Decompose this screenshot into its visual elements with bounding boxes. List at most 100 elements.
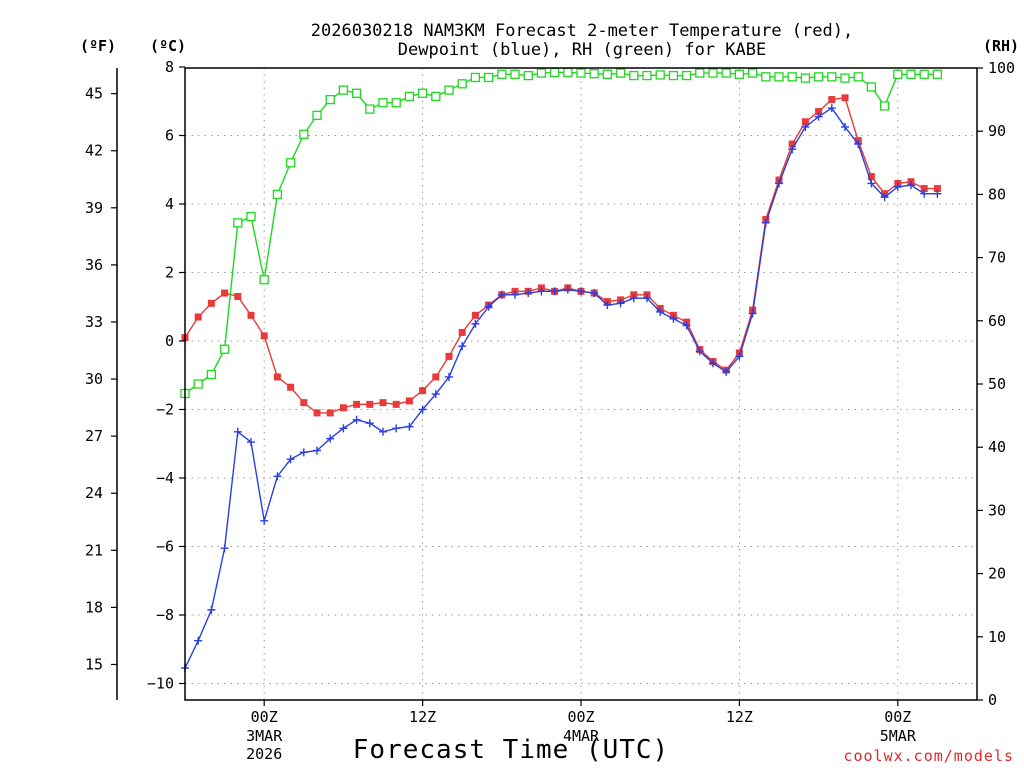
rh-point bbox=[404, 91, 415, 102]
rh-point bbox=[932, 69, 943, 79]
rh-tick-label: 100 bbox=[988, 59, 1015, 77]
series-line-dewpoint bbox=[184, 107, 938, 669]
rh-point bbox=[721, 68, 731, 78]
dewpoint-point bbox=[933, 189, 942, 198]
rh-point bbox=[272, 189, 283, 200]
rh-point bbox=[338, 85, 349, 95]
temperature-point bbox=[432, 373, 440, 381]
celsius-tick-label: 8 bbox=[165, 58, 174, 76]
rh-unit-label: (RH) bbox=[983, 37, 1019, 55]
dewpoint-point bbox=[445, 372, 453, 381]
rh-point bbox=[919, 69, 929, 79]
dewpoint-point bbox=[286, 455, 295, 464]
rh-point bbox=[813, 72, 824, 82]
fahrenheit-tick-label: 18 bbox=[85, 598, 103, 616]
series-line-rh bbox=[184, 71, 938, 395]
rh-tick-label: 80 bbox=[988, 185, 1006, 203]
series-dewpoint bbox=[181, 104, 942, 673]
temperature-point bbox=[234, 292, 242, 300]
rh-point bbox=[206, 369, 217, 380]
rh-point bbox=[325, 94, 335, 105]
dewpoint-point bbox=[458, 342, 467, 351]
rh-point bbox=[866, 82, 877, 92]
rh-tick-label: 10 bbox=[988, 628, 1006, 646]
rh-point bbox=[642, 70, 652, 81]
temperature-point bbox=[194, 313, 202, 321]
plot-frame bbox=[184, 67, 978, 701]
fahrenheit-tick-label: 33 bbox=[85, 313, 103, 331]
rh-tick-label: 60 bbox=[988, 312, 1006, 330]
dewpoint-point bbox=[893, 182, 902, 191]
dewpoint-point bbox=[484, 302, 493, 311]
rh-point bbox=[510, 69, 520, 79]
rh-tick-label: 20 bbox=[988, 565, 1006, 583]
temperature-point bbox=[273, 373, 281, 381]
temperature-point bbox=[339, 404, 347, 412]
dewpoint-point bbox=[511, 290, 519, 299]
dewpoint-point bbox=[220, 544, 229, 553]
celsius-tick-label: 4 bbox=[165, 195, 174, 213]
rh-point bbox=[378, 98, 388, 108]
dewpoint-point bbox=[814, 112, 823, 121]
dewpoint-point bbox=[854, 140, 863, 149]
dewpoint-point bbox=[497, 290, 506, 299]
rh-point bbox=[299, 129, 309, 140]
dewpoint-point bbox=[867, 179, 876, 188]
rh-point bbox=[457, 79, 467, 89]
rh-point bbox=[219, 344, 230, 354]
rh-point bbox=[483, 72, 494, 83]
fahrenheit-unit-label: (ºF) bbox=[80, 37, 116, 55]
rh-point bbox=[668, 70, 679, 81]
celsius-tick-label: 6 bbox=[165, 127, 174, 145]
dewpoint-point bbox=[880, 193, 889, 202]
temperature-point bbox=[313, 409, 321, 417]
rh-point bbox=[444, 85, 454, 95]
dewpoint-point bbox=[722, 367, 731, 376]
rh-point bbox=[589, 69, 599, 79]
series-line-temperature bbox=[184, 97, 938, 414]
temperature-point bbox=[287, 383, 295, 391]
x-axis-title: Forecast Time (UTC) bbox=[353, 735, 669, 765]
celsius-tick-label: −4 bbox=[156, 469, 174, 487]
temperature-point bbox=[366, 400, 374, 408]
dewpoint-point bbox=[788, 145, 797, 154]
fahrenheit-tick-label: 39 bbox=[85, 199, 103, 217]
rh-point bbox=[681, 70, 692, 81]
dewpoint-point bbox=[603, 301, 612, 310]
dewpoint-point bbox=[616, 299, 625, 308]
rh-point bbox=[629, 70, 639, 81]
temperature-point bbox=[419, 387, 427, 395]
celsius-tick-label: −10 bbox=[147, 675, 174, 693]
temperature-point bbox=[392, 400, 400, 408]
fahrenheit-tick-label: 21 bbox=[85, 541, 103, 559]
dewpoint-point bbox=[194, 636, 203, 645]
series-rh bbox=[180, 67, 943, 399]
rh-point bbox=[417, 88, 428, 98]
dewpoint-point bbox=[643, 294, 651, 303]
rh-tick-label: 90 bbox=[988, 122, 1006, 140]
dewpoint-point bbox=[801, 122, 810, 131]
dewpoint-point bbox=[827, 104, 836, 113]
dewpoint-point bbox=[207, 605, 216, 614]
rh-point bbox=[695, 68, 705, 78]
rh-point bbox=[906, 69, 916, 79]
celsius-tick-label: −8 bbox=[156, 606, 174, 624]
x-tick-date-label: 3MAR bbox=[246, 727, 283, 745]
dewpoint-point bbox=[682, 321, 691, 330]
temperature-point bbox=[828, 96, 836, 104]
temperature-point bbox=[788, 140, 796, 148]
temperature-point bbox=[247, 311, 255, 319]
temperature-point bbox=[300, 399, 308, 407]
dewpoint-point bbox=[563, 285, 572, 294]
temperature-point bbox=[471, 311, 479, 319]
rh-point bbox=[233, 218, 243, 228]
fahrenheit-tick-label: 15 bbox=[85, 655, 103, 673]
fahrenheit-tick-label: 42 bbox=[85, 142, 103, 160]
dewpoint-point bbox=[339, 424, 348, 433]
temperature-point bbox=[405, 397, 413, 405]
fahrenheit-tick-label: 30 bbox=[85, 370, 103, 388]
rh-tick-label: 70 bbox=[988, 249, 1006, 267]
celsius-tick-label: −2 bbox=[156, 401, 174, 419]
credit-text: coolwx.com/models bbox=[843, 747, 1014, 765]
